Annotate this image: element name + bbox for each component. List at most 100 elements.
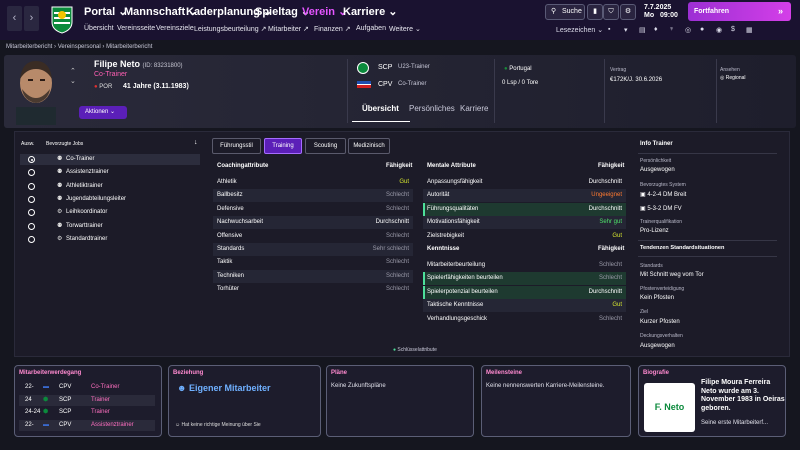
gear-icon[interactable]: ⚙ [620,4,636,20]
radio-button[interactable] [28,235,35,243]
subnav-leistungsbeurteilung[interactable]: Leistungsbeurteilung ↗ [194,26,267,33]
shirt-icon[interactable]: ▾ [624,27,628,34]
career-row[interactable]: 24 ⬢ SCP Trainer [19,394,155,406]
nav-verein[interactable]: Verein ⌄ [302,6,348,18]
next-person-icon[interactable]: ⌄ [70,78,76,85]
club-crest-icon[interactable] [50,4,74,34]
nav-spieltag[interactable]: Spieltag ⌄ [255,6,311,18]
radio-button[interactable] [28,169,35,177]
breadcrumb-item[interactable]: Mitarbeiterbericht [6,44,53,50]
system-2[interactable]: ▣ 5-3-2 DM FV [640,206,682,212]
shield-icon[interactable]: ⛉ [603,4,619,20]
forward-button[interactable]: › [24,6,39,31]
card-title[interactable]: Pläne [331,370,348,376]
attribute-row[interactable]: Techniken Schlecht [213,269,413,283]
job-row[interactable]: ⚉ Torwarttrainer [20,221,200,232]
subnav-vereinsseite[interactable]: Vereinsseite [117,25,156,32]
career-row[interactable]: 22- ▬ CPV Assistenztrainer [19,419,155,431]
attribute-row[interactable]: Ballbesitz Schlecht [213,189,413,203]
attribute-row[interactable]: Verhandlungsgeschick Schlecht [423,313,626,326]
calendar-icon[interactable]: ▦ [746,27,753,34]
subnav-vereinsziele[interactable]: Vereinsziele [156,25,194,32]
radio-button[interactable] [28,195,35,203]
job-row[interactable]: ⚉ Co-Trainer [20,154,200,165]
attribute-row[interactable]: Taktik Schlecht [213,256,413,269]
nav-mannschaft[interactable]: Mannschaft ⌄ [124,6,198,18]
attribute-row[interactable]: Defensive Schlecht [213,203,413,216]
breadcrumb-item[interactable]: Vereinspersonal [57,44,101,50]
attribute-row[interactable]: Autorität Ungeeignet [423,189,626,203]
job-row[interactable]: ⚙ Standardtrainer [20,234,200,245]
system-1[interactable]: ▣ 4-2-4 DM Breit [640,192,687,198]
chat-icon[interactable]: ▪ [608,26,611,33]
clipboard-icon[interactable]: ▤ [639,27,646,34]
person-icon[interactable]: ◉ [716,27,723,34]
subtab-fuehrungsstil[interactable]: Führungsstil [212,138,261,154]
attribute-row[interactable]: Führungsqualitäten Durchschnitt [423,202,626,216]
career-club[interactable]: CPV [59,421,72,428]
ball-icon[interactable]: ● [700,26,705,33]
career-club[interactable]: SCP [59,409,72,415]
prev-person-icon[interactable]: ⌃ [70,68,76,75]
attribute-row[interactable]: Torhüter Schlecht [213,283,413,296]
trophy-icon[interactable]: ♆ [669,26,675,33]
tab-uebersicht[interactable]: Übersicht [362,104,399,113]
subnav-weitere[interactable]: Weitere ⌄ [389,26,421,33]
career-row[interactable]: 22- ▬ CPV Co-Trainer [19,382,155,393]
card-title[interactable]: Meilensteine [486,370,523,376]
bookmarks-menu[interactable]: Lesezeichen ⌄ [556,27,604,34]
sort-arrow-icon[interactable]: ↓ [194,139,198,146]
top-bar: ‹ › Portal ⌄ Mannschaft ⌄ Kaderplanung ⌄… [0,0,800,40]
card-title[interactable]: Beziehung [173,370,204,376]
attribute-row[interactable]: Motivationsfähigkeit Sehr gut [423,216,626,230]
subtab-medizinisch[interactable]: Medizinisch [348,138,390,154]
attribute-row[interactable]: Zielstrebigkeit Gut [423,230,626,243]
milestones-card: Meilensteine Keine nennenswerten Karrier… [481,365,631,437]
subtab-training[interactable]: Training [264,138,302,154]
subnav-finanzen[interactable]: Finanzen ↗ [314,26,351,33]
career-role: Assistenztrainer [91,421,134,428]
bookmark-icon[interactable]: ▮ [587,4,603,20]
attribute-row[interactable]: Mitarbeiterbeurteilung Schlecht [423,259,626,272]
subnav-aufgaben[interactable]: Aufgaben [356,25,386,32]
tab-persoenliches[interactable]: Persönliches [409,104,455,113]
radio-button[interactable] [28,156,35,163]
nav-portal[interactable]: Portal ⌄ [84,6,128,18]
job-row[interactable]: ⚉ Jugendabteilungsleiter [20,194,200,205]
club-name[interactable]: SCP [378,64,393,71]
attribute-row[interactable]: Taktische Kenntnisse Gut [423,299,626,313]
attribute-row[interactable]: Athletik Gut [213,176,413,189]
job-row[interactable]: ⚉ Assistenztrainer [20,167,200,178]
money-icon[interactable]: $ [731,26,735,33]
card-title[interactable]: Mitarbeiterwerdegang [19,370,82,376]
subnav-uebersicht[interactable]: Übersicht [84,25,114,32]
card-title[interactable]: Biografie [643,370,670,376]
globe-icon[interactable]: ◎ [685,27,692,34]
career-club[interactable]: CPV [59,384,72,390]
search-button[interactable]: ⚲ Suche [545,4,585,20]
nav-karriere[interactable]: Karriere ⌄ [343,6,398,18]
attribute-row[interactable]: Standards Sehr schlecht [213,243,413,256]
attribute-row[interactable]: Spielerpotenzial beurteilen Durchschnitt [423,285,626,299]
career-row[interactable]: 24-24 ⬢ SCP Trainer [19,407,155,418]
subtab-scouting[interactable]: Scouting [305,138,346,154]
attribute-row[interactable]: Offensive Schlecht [213,230,413,243]
nav-kaderplanung[interactable]: Kaderplanung ⌄ [186,6,273,18]
club-name[interactable]: CPV [378,81,393,88]
subnav-mitarbeiter[interactable]: Mitarbeiter ↗ [268,26,309,33]
job-row[interactable]: ⚉ Athletiktrainer [20,181,200,192]
attribute-row[interactable]: Nachwuchsarbeit Durchschnitt [213,216,413,230]
attribute-row[interactable]: Spielerfähigkeiten beurteilen Schlecht [423,272,626,286]
bell-icon[interactable]: ♦ [654,26,658,33]
career-club[interactable]: SCP [59,396,72,403]
actions-button[interactable]: Aktionen ⌄ [79,106,127,119]
job-row[interactable]: ⚙ Leihkoordinator [20,207,200,218]
radio-button[interactable] [28,209,35,217]
tab-karriere[interactable]: Karriere [460,104,489,113]
continue-button[interactable]: Fortfahren » [688,2,791,21]
radio-button[interactable] [28,222,35,230]
tactics-board-icon: ▣ [640,206,646,212]
radio-button[interactable] [28,182,35,190]
back-button[interactable]: ‹ [7,6,22,31]
attribute-row[interactable]: Anpassungsfähigkeit Durchschnitt [423,176,626,189]
